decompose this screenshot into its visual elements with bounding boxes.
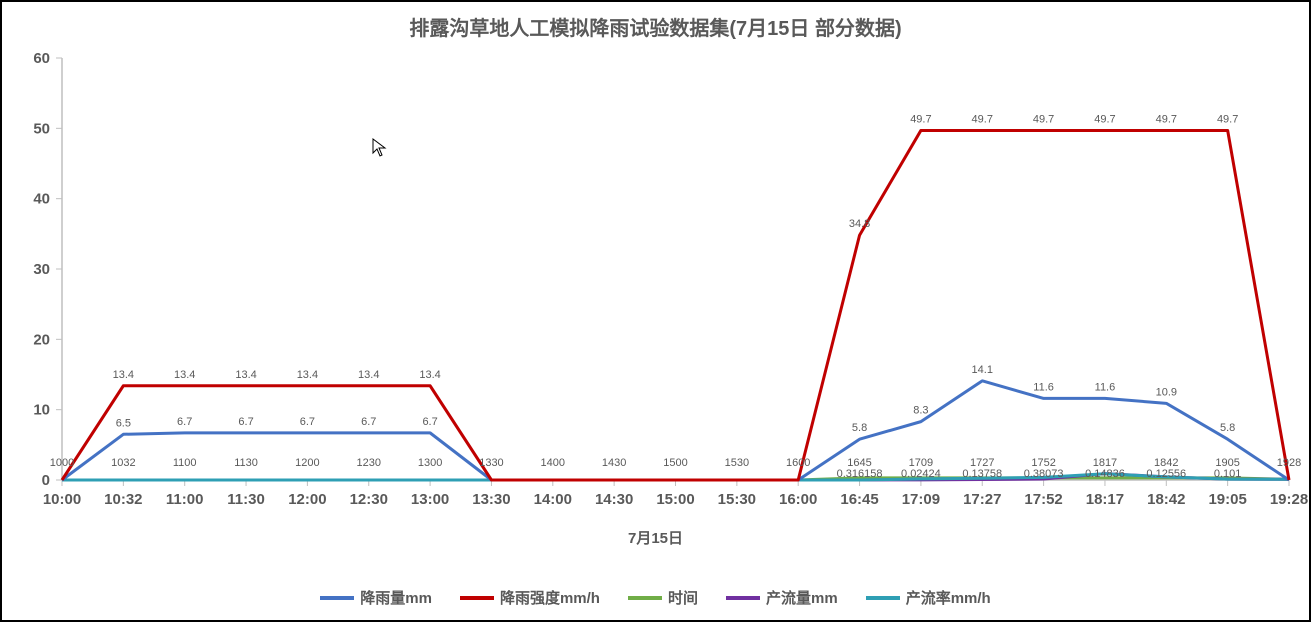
svg-text:49.7: 49.7 xyxy=(910,113,931,125)
svg-text:0.02424: 0.02424 xyxy=(901,468,941,480)
legend-item: 产流率mm/h xyxy=(866,587,991,608)
svg-text:1330: 1330 xyxy=(479,457,503,469)
svg-text:16:00: 16:00 xyxy=(779,491,817,508)
svg-text:15:30: 15:30 xyxy=(718,491,756,508)
svg-text:13.4: 13.4 xyxy=(297,369,318,381)
svg-text:13:30: 13:30 xyxy=(472,491,510,508)
svg-text:5.8: 5.8 xyxy=(1220,422,1235,434)
svg-text:19:05: 19:05 xyxy=(1208,491,1246,508)
svg-text:50: 50 xyxy=(33,120,50,137)
svg-text:13.4: 13.4 xyxy=(358,369,379,381)
legend-swatch xyxy=(726,596,760,600)
svg-text:1530: 1530 xyxy=(725,457,749,469)
svg-text:11.6: 11.6 xyxy=(1095,381,1116,393)
svg-text:0.101: 0.101 xyxy=(1214,468,1242,480)
svg-text:0.13758: 0.13758 xyxy=(962,468,1002,480)
svg-text:49.7: 49.7 xyxy=(1033,113,1054,125)
svg-text:34.8: 34.8 xyxy=(849,218,870,230)
svg-text:1300: 1300 xyxy=(418,457,442,469)
svg-text:10:32: 10:32 xyxy=(104,491,142,508)
svg-text:49.7: 49.7 xyxy=(1156,113,1177,125)
svg-text:11.6: 11.6 xyxy=(1033,381,1054,393)
legend-item: 降雨量mm xyxy=(320,587,432,608)
legend-label: 降雨强度mm/h xyxy=(500,587,600,608)
svg-text:6.5: 6.5 xyxy=(116,417,131,429)
svg-text:14.1: 14.1 xyxy=(972,364,993,376)
svg-text:14:30: 14:30 xyxy=(595,491,633,508)
svg-text:18:17: 18:17 xyxy=(1086,491,1124,508)
svg-text:1400: 1400 xyxy=(541,457,565,469)
svg-text:18:42: 18:42 xyxy=(1147,491,1185,508)
svg-text:11:30: 11:30 xyxy=(227,491,265,508)
legend-swatch xyxy=(460,596,494,600)
svg-text:0.12556: 0.12556 xyxy=(1146,468,1186,480)
svg-text:1000: 1000 xyxy=(50,457,74,469)
legend-swatch xyxy=(320,596,354,600)
svg-text:17:27: 17:27 xyxy=(963,491,1001,508)
legend-label: 产流量mm xyxy=(766,587,838,608)
svg-text:19:28: 19:28 xyxy=(1270,491,1308,508)
legend: 降雨量mm 降雨强度mm/h 时间 产流量mm 产流率mm/h xyxy=(2,587,1309,608)
chart-title: 排露沟草地人工模拟降雨试验数据集(7月15日 部分数据) xyxy=(2,2,1309,47)
svg-text:13.4: 13.4 xyxy=(419,369,440,381)
svg-text:0.316158: 0.316158 xyxy=(837,468,883,480)
svg-text:16:45: 16:45 xyxy=(840,491,878,508)
svg-text:6.7: 6.7 xyxy=(238,416,253,428)
svg-text:6.7: 6.7 xyxy=(300,416,315,428)
svg-text:6.7: 6.7 xyxy=(177,416,192,428)
svg-text:1928: 1928 xyxy=(1277,457,1301,469)
svg-text:0: 0 xyxy=(42,472,50,489)
svg-text:13.4: 13.4 xyxy=(174,369,195,381)
svg-text:1100: 1100 xyxy=(173,457,197,469)
svg-text:49.7: 49.7 xyxy=(972,113,993,125)
svg-text:1600: 1600 xyxy=(786,457,810,469)
legend-label: 时间 xyxy=(668,587,698,608)
svg-text:1500: 1500 xyxy=(663,457,687,469)
svg-text:15:00: 15:00 xyxy=(656,491,694,508)
legend-item: 时间 xyxy=(628,587,698,608)
svg-text:0.38073: 0.38073 xyxy=(1024,468,1064,480)
legend-item: 降雨强度mm/h xyxy=(460,587,600,608)
svg-text:17:09: 17:09 xyxy=(902,491,940,508)
svg-text:5.8: 5.8 xyxy=(852,422,867,434)
legend-label: 产流率mm/h xyxy=(906,587,991,608)
svg-text:20: 20 xyxy=(33,331,50,348)
plot-svg: 010203040506010:0010:3211:0011:3012:0012… xyxy=(62,58,1289,510)
svg-text:40: 40 xyxy=(33,191,50,208)
svg-text:30: 30 xyxy=(33,261,50,278)
legend-label: 降雨量mm xyxy=(360,587,432,608)
svg-text:6.7: 6.7 xyxy=(422,416,437,428)
svg-text:14:00: 14:00 xyxy=(534,491,572,508)
plot-area: 010203040506010:0010:3211:0011:3012:0012… xyxy=(62,58,1289,510)
svg-text:13:00: 13:00 xyxy=(411,491,449,508)
svg-text:1130: 1130 xyxy=(234,457,258,469)
svg-text:13.4: 13.4 xyxy=(113,369,134,381)
svg-text:1230: 1230 xyxy=(357,457,381,469)
svg-text:12:00: 12:00 xyxy=(288,491,326,508)
svg-text:10.9: 10.9 xyxy=(1156,386,1177,398)
svg-text:11:00: 11:00 xyxy=(166,491,204,508)
svg-text:8.3: 8.3 xyxy=(913,405,928,417)
svg-text:49.7: 49.7 xyxy=(1094,113,1115,125)
svg-text:60: 60 xyxy=(33,50,50,67)
svg-text:0.14836: 0.14836 xyxy=(1085,468,1125,480)
svg-text:13.4: 13.4 xyxy=(235,369,256,381)
svg-text:1200: 1200 xyxy=(295,457,319,469)
legend-swatch xyxy=(866,596,900,600)
x-axis-title: 7月15日 xyxy=(2,527,1309,548)
svg-text:10: 10 xyxy=(33,402,50,419)
svg-text:1032: 1032 xyxy=(111,457,135,469)
svg-text:10:00: 10:00 xyxy=(43,491,81,508)
svg-text:12:30: 12:30 xyxy=(350,491,388,508)
chart-container: 排露沟草地人工模拟降雨试验数据集(7月15日 部分数据) 0 10 20 30 40 50… xyxy=(0,0,1311,622)
svg-text:49.7: 49.7 xyxy=(1217,113,1238,125)
legend-swatch xyxy=(628,596,662,600)
svg-text:6.7: 6.7 xyxy=(361,416,376,428)
svg-text:17:52: 17:52 xyxy=(1024,491,1062,508)
svg-text:1430: 1430 xyxy=(602,457,626,469)
legend-item: 产流量mm xyxy=(726,587,838,608)
